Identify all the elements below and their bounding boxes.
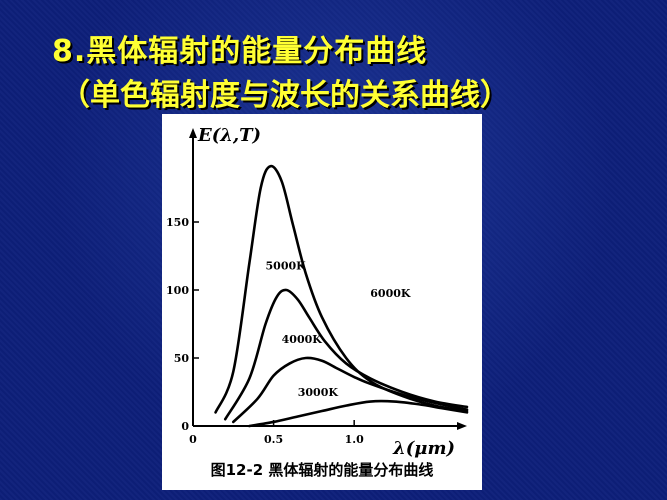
y-tick-label: 150: [166, 216, 189, 229]
y-tick-label: 50: [174, 352, 190, 365]
series-line-5000k: [223, 288, 469, 421]
x-tick-label: 0: [189, 433, 197, 446]
y-tick-label: 100: [166, 284, 189, 297]
series-label-3000k: 3000K: [298, 386, 339, 399]
figure-caption: 图12-2 黑体辐射的能量分布曲线: [210, 461, 434, 479]
slide-subtitle: （单色辐射度与波长的关系曲线）: [60, 78, 510, 113]
series-line-3000k: [248, 399, 469, 428]
series-line-6000k: [214, 164, 469, 414]
series-label-4000k: 4000K: [282, 333, 323, 346]
slide-title: 8.黑体辐射的能量分布曲线: [52, 34, 428, 69]
y-axis-label: E(λ,T): [197, 125, 261, 146]
chart-svg: 0 50 100 150 0 0.5 1.0 E(λ,T) λ(μm) 6000K 5000K 40…: [166, 125, 469, 459]
chart-figure: 0 50 100 150 0 0.5 1.0 E(λ,T) λ(μm) 6000K 5000K 40…: [162, 114, 482, 490]
series-label-6000k: 6000K: [370, 287, 411, 300]
series-line-4000k: [231, 356, 469, 424]
x-tick-label: 1.0: [345, 433, 364, 446]
y-tick-label: 0: [181, 420, 189, 433]
series-label-5000k: 5000K: [266, 260, 307, 273]
x-tick-label: 0.5: [264, 433, 283, 446]
x-axis-label: λ(μm): [392, 438, 455, 459]
